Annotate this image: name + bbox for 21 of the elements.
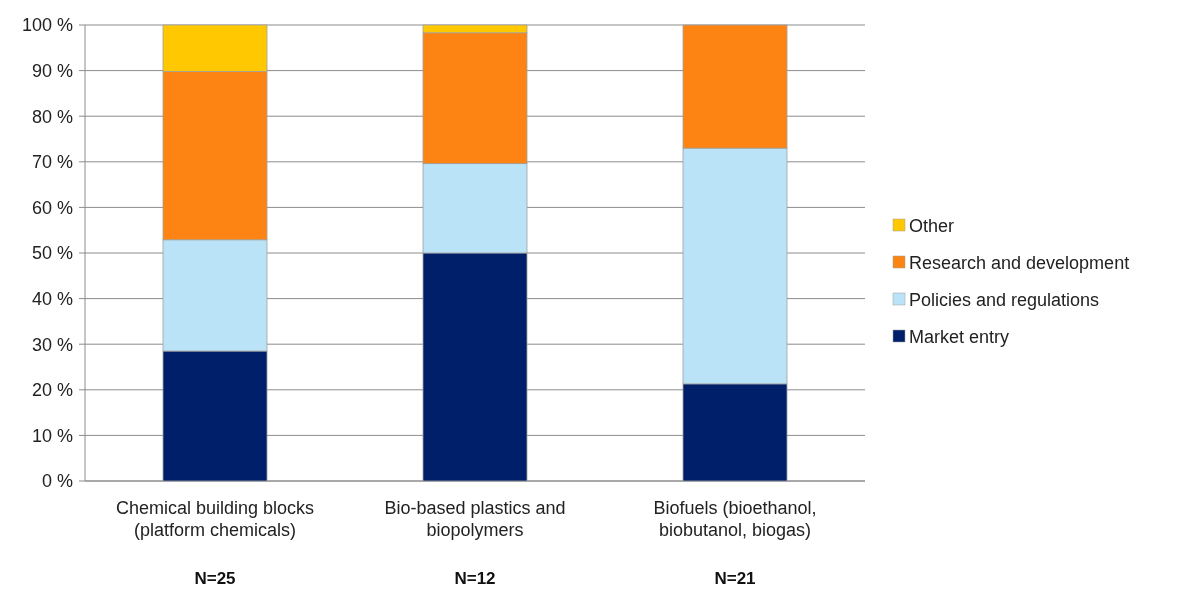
text: N=21 bbox=[714, 569, 756, 588]
text: N=12 bbox=[454, 569, 496, 588]
y-tick-label: 50 % bbox=[31, 243, 73, 264]
x-tick-label: Bio-based plastics and biopolymers bbox=[384, 498, 566, 540]
legend-label: Other bbox=[909, 216, 955, 237]
y-tick-label: 100 % bbox=[21, 15, 73, 36]
y-tick-label: 40 % bbox=[31, 288, 73, 309]
legend-label: Market entry bbox=[909, 327, 1010, 348]
y-tick-label: 10 % bbox=[31, 425, 73, 446]
y-tick-label: 90 % bbox=[31, 60, 73, 81]
y-tick-label: 0 % bbox=[41, 471, 73, 492]
text: N=25 bbox=[194, 569, 236, 588]
y-tick-label: 20 % bbox=[31, 380, 73, 401]
y-tick-label: 30 % bbox=[31, 334, 73, 355]
x-tick-label: Biofuels (bioethanol, biobutanol, biogas) bbox=[653, 498, 817, 540]
x-tick-label: Chemical building blocks (platform chemicals) bbox=[115, 498, 315, 540]
y-tick-label: 70 % bbox=[31, 152, 73, 173]
y-tick-label: 60 % bbox=[31, 197, 73, 218]
legend-label: Policies and regulations bbox=[909, 290, 1100, 311]
y-tick-label: 80 % bbox=[31, 106, 73, 127]
legend-label: Research and development bbox=[909, 253, 1130, 274]
